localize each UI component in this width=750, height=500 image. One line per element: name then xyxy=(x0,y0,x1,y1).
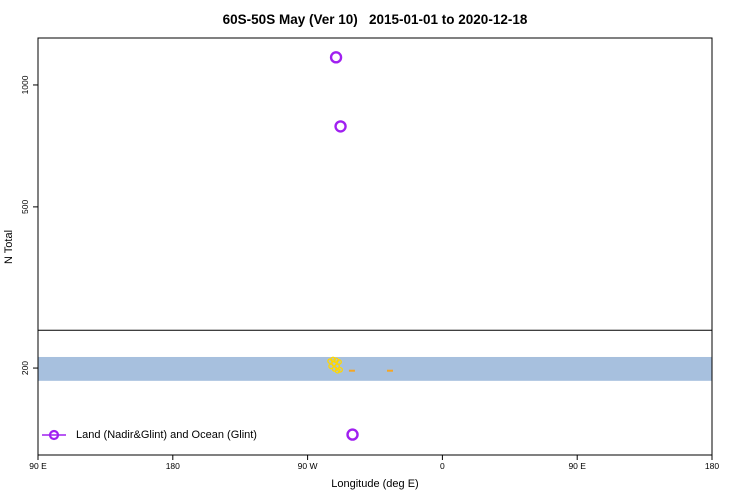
x-tick-label: 90 W xyxy=(298,461,318,471)
y-tick-label: 1000 xyxy=(20,75,30,94)
x-tick-label: 90 E xyxy=(29,461,47,471)
data-point xyxy=(334,120,347,133)
data-point xyxy=(346,428,359,441)
x-tick-label: 180 xyxy=(166,461,180,471)
data-point xyxy=(334,367,341,374)
y-tick-label: 200 xyxy=(20,361,30,375)
x-tick-label: 0 xyxy=(440,461,445,471)
y-axis-label: N Total xyxy=(3,229,15,265)
data-point xyxy=(337,366,343,373)
data-point xyxy=(328,363,334,370)
legend: Land (Nadir&Glint) and Ocean (Glint) xyxy=(41,429,257,441)
highlight-band xyxy=(38,356,712,381)
x-tick-label: 180 xyxy=(705,461,719,471)
x-axis-label: Longitude (deg E) xyxy=(331,478,419,490)
plot-frame xyxy=(37,37,713,456)
legend-marker-icon xyxy=(42,429,66,441)
legend-label: Land (Nadir&Glint) and Ocean (Glint) xyxy=(76,429,257,441)
legend-circle xyxy=(48,429,60,441)
y-tick-label: 500 xyxy=(20,200,30,214)
data-point-dash xyxy=(386,369,393,372)
chart-title: 60S-50S May (Ver 10) 2015-01-01 to 2020-… xyxy=(222,12,528,27)
data-point xyxy=(329,51,343,64)
x-tick-label: 90 E xyxy=(568,461,586,471)
data-point xyxy=(336,359,342,365)
data-point-dash xyxy=(348,369,355,372)
